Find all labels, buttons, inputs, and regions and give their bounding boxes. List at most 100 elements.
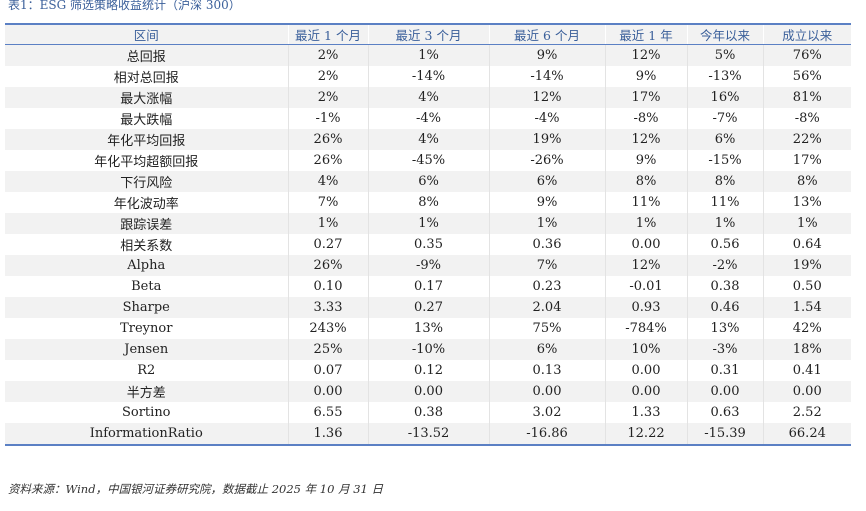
table-cell: 8% [604,171,687,192]
row-label: 最大涨幅 [5,87,288,108]
table-cell: 3.33 [287,297,368,318]
esg-strategy-return-table: 区间 最近 1 个月 最近 3 个月 最近 6 个月 最近 1 年今年以来 成立以来 总回… [5,23,851,446]
table-cell: 9% [488,44,605,66]
column-header-3: 最近 6 个月 [488,23,605,45]
table-cell: -15% [686,150,763,171]
table-cell: 2% [287,44,368,66]
row-label: 相对总回报 [5,66,288,87]
table-cell: -9% [367,255,489,276]
table-cell: 0.07 [287,360,368,381]
table-cell: 4% [367,129,489,150]
table-cell: 2.04 [488,297,605,318]
table-row: 最大跌幅 -1% -4% -4% -8% -7% -8% [5,108,851,129]
row-label: 年化波动率 [5,192,288,213]
table-cell: 0.41 [762,360,851,381]
table-cell: 0.10 [287,276,368,297]
table-cell: 17% [604,87,687,108]
table-cell: 11% [604,192,687,213]
table-cell: 6% [686,129,763,150]
table-cell: -45% [367,150,489,171]
table-row: R2 0.07 0.12 0.13 0.00 0.31 0.41 [5,360,851,381]
table-cell: 243% [287,318,368,339]
table-cell: 7% [287,192,368,213]
table-cell: 26% [287,129,368,150]
table-cell: 18% [762,339,851,360]
table-cell: 9% [604,150,687,171]
table-cell: 0.56 [686,234,763,255]
table-cell: -16.86 [488,423,605,446]
table-cell: 13% [686,318,763,339]
table-cell: 8% [686,171,763,192]
table-cell: 8% [762,171,851,192]
column-header-6: 成立以来 [762,23,851,45]
table-row: 年化平均回报 26% 4% 19% 12% 6% 22% [5,129,851,150]
table-row: 总回报 2% 1% 9% 12% 5% 76% [5,44,851,66]
row-label: 下行风险 [5,171,288,192]
table-cell: 1% [367,44,489,66]
row-label: 跟踪误差 [5,213,288,234]
table-row: 相对总回报 2% -14% -14% 9% -13% 56% [5,66,851,87]
table-cell: 17% [762,150,851,171]
table-cell: 0.00 [287,381,368,402]
table-cell: 2% [287,66,368,87]
table-cell: 0.35 [367,234,489,255]
table-cell: -15.39 [686,423,763,446]
table-row: 年化波动率 7% 8% 9% 11% 11% 13% [5,192,851,213]
table-body: 总回报 2% 1% 9% 12% 5% 76% 相对总回报 2% -14% -14% 9% -13% 56… [5,44,851,446]
table-row: Sortino 6.55 0.38 3.02 1.33 0.63 2.52 [5,402,851,423]
table-cell: 13% [762,192,851,213]
table-row: Beta 0.10 0.17 0.23 -0.01 0.38 0.50 [5,276,851,297]
table-cell: 5% [686,44,763,66]
table-cell: 0.27 [367,297,489,318]
table-cell: 25% [287,339,368,360]
column-header-5: 今年以来 [686,23,763,45]
table-cell: 42% [762,318,851,339]
column-header-2: 最近 3 个月 [367,23,489,45]
table-cell: 3.02 [488,402,605,423]
table-cell: 76% [762,44,851,66]
table-cell: 56% [762,66,851,87]
table-row: 相关系数 0.27 0.35 0.36 0.00 0.56 0.64 [5,234,851,255]
table-cell: -1% [287,108,368,129]
column-header-4: 最近 1 年 [604,23,687,45]
table-cell: 0.00 [488,381,605,402]
row-label: R2 [5,360,288,381]
table-cell: 6% [488,171,605,192]
table-header-row: 区间 最近 1 个月 最近 3 个月 最近 6 个月 最近 1 年今年以来 成立以来 [5,23,851,45]
row-label: 年化平均回报 [5,129,288,150]
table-cell: -14% [367,66,489,87]
column-header-1: 最近 1 个月 [287,23,368,45]
table-cell: 0.64 [762,234,851,255]
table-cell: 0.13 [488,360,605,381]
table-row: 年化平均超额回报 26% -45% -26% 9% -15% 17% [5,150,851,171]
table-cell: -10% [367,339,489,360]
row-label: Jensen [5,339,288,360]
table-cell: 7% [488,255,605,276]
table-cell: 0.63 [686,402,763,423]
table-cell: 0.38 [686,276,763,297]
table-cell: 0.00 [604,360,687,381]
table-cell: 0.17 [367,276,489,297]
table-row: 下行风险 4% 6% 6% 8% 8% 8% [5,171,851,192]
table-cell: -14% [488,66,605,87]
table-cell: 6% [488,339,605,360]
table-cell: 10% [604,339,687,360]
table-cell: 0.00 [762,381,851,402]
table-cell: 0.23 [488,276,605,297]
table-cell: 0.00 [604,234,687,255]
table-cell: 26% [287,150,368,171]
row-label: Beta [5,276,288,297]
table-cell: 12.22 [604,423,687,446]
table-cell: 1.33 [604,402,687,423]
table-cell: -4% [367,108,489,129]
table-cell: 1% [287,213,368,234]
table-cell: 11% [686,192,763,213]
table-cell: 16% [686,87,763,108]
table-row: Alpha 26% -9% 7% 12% -2% 19% [5,255,851,276]
table-cell: 1% [488,213,605,234]
table-row: InformationRatio 1.36 -13.52 -16.86 12.22 -15… [5,423,851,446]
table-cell: -784% [604,318,687,339]
table-cell: 1% [686,213,763,234]
table-cell: 1% [367,213,489,234]
row-label: 相关系数 [5,234,288,255]
